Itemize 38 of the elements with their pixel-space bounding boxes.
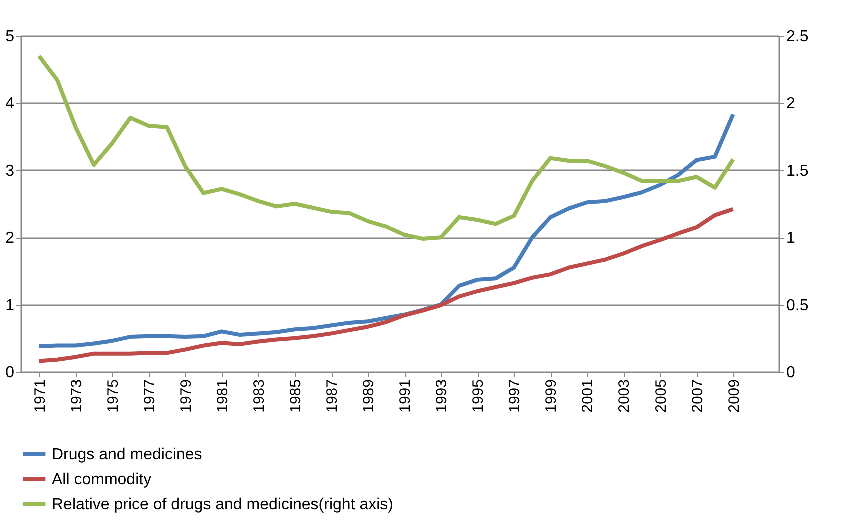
- x-tick-label: 1993: [434, 380, 451, 413]
- y2-tick-label: 1.5: [786, 162, 809, 180]
- x-tick-label: 1997: [506, 380, 524, 413]
- x-tick-label: 1987: [324, 380, 342, 413]
- x-tick-label: 2009: [726, 380, 743, 413]
- x-tick-label: 1973: [68, 380, 86, 413]
- x-tick-label: 2001: [580, 380, 597, 413]
- y2-tick-label: 2.5: [786, 28, 809, 46]
- y-tick-label: 4: [6, 96, 15, 113]
- y-tick-label: 0: [6, 364, 15, 382]
- y2-tick-label: 1: [786, 230, 796, 248]
- line-series: [37, 54, 736, 241]
- y-tick-label: 3: [6, 162, 15, 180]
- x-tick-label: 1979: [178, 380, 195, 413]
- x-tick-label: 1995: [470, 380, 488, 413]
- legend-label: All commodity: [52, 472, 152, 488]
- x-tick-label: 1989: [360, 380, 378, 413]
- x-tick-label: 1983: [250, 380, 268, 413]
- y2-tick-label: 2: [786, 96, 796, 113]
- line-series: [37, 112, 736, 348]
- x-tick-label: 1981: [214, 380, 232, 413]
- x-tick-label: 1985: [287, 380, 304, 413]
- x-tick-label: 2007: [689, 380, 706, 413]
- legend-label: Drugs and medicines: [52, 446, 202, 464]
- x-tick-label: 2005: [652, 380, 670, 413]
- y2-tick-label: 0.5: [786, 297, 809, 314]
- legend-label: Relative price of drugs and medicines(right axis): [52, 496, 394, 514]
- x-tick-label: 1991: [397, 380, 414, 413]
- x-tick-label: 2003: [616, 380, 634, 413]
- y-tick-label: 1: [6, 297, 15, 314]
- x-tick-label: 1975: [104, 380, 122, 413]
- x-tick-label: 1971: [32, 380, 49, 413]
- y-tick-label: 2: [6, 230, 15, 248]
- x-tick-label: 1999: [543, 380, 560, 413]
- y2-tick-label: 0: [786, 364, 796, 382]
- line-series: [37, 207, 736, 364]
- x-tick-label: 1977: [141, 380, 158, 413]
- y-tick-label: 5: [6, 28, 15, 46]
